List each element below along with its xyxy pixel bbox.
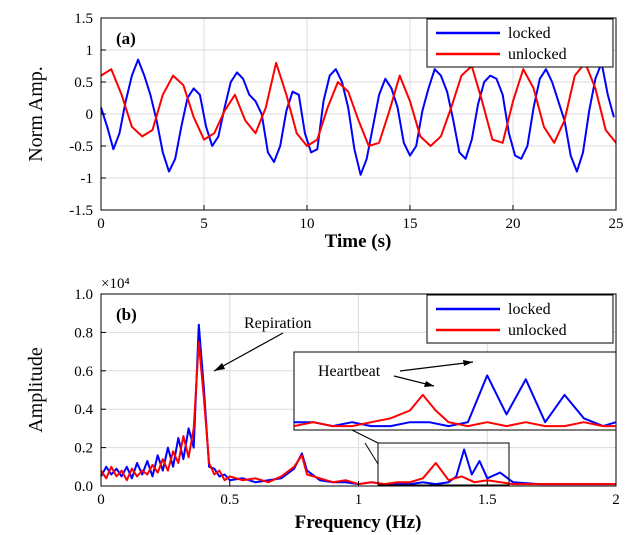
chart-b-legend-label-unlocked: unlocked <box>508 322 567 339</box>
chart-b-y-tick-label: 1.0 <box>74 287 93 303</box>
chart-b-x-tick-label: 2 <box>612 492 620 508</box>
chart-b-y-tick-label: 0.2 <box>74 441 93 457</box>
chart-b-legend: locked unlocked <box>426 294 614 344</box>
chart-b-annotation-arrow <box>213 332 284 372</box>
chart-b-x-tick-label: 1.5 <box>478 492 497 508</box>
chart-b-panel-label: (b) <box>116 305 137 324</box>
chart-a-legend-label-locked: locked <box>508 25 551 42</box>
chart-b-x-tick-label: 0.5 <box>220 492 239 508</box>
chart-a-legend-label-unlocked: unlocked <box>508 46 567 63</box>
chart-b-inset-series <box>293 374 617 428</box>
chart-a-series-line-unlocked <box>100 61 617 147</box>
chart-a-y-tick-label: -0.5 <box>69 139 93 155</box>
chart-b-y-tick-label: 0.4 <box>74 402 93 418</box>
chart-a-legend-box <box>426 18 614 68</box>
chart-a-grid <box>101 18 616 210</box>
chart-a-x-tick-label: 25 <box>609 216 624 232</box>
chart-a-y-tick-label: 1 <box>86 43 94 59</box>
chart-a-y-axis-label: Norm Amp. <box>25 66 47 162</box>
chart-a-panel-label: (a) <box>116 29 136 48</box>
chart-b-zoom-region <box>377 442 510 486</box>
chart-b-y-tick-label: 0.0 <box>74 479 93 495</box>
chart-b-inset-line-unlocked <box>293 393 616 428</box>
chart-b-annotation-respiration: Repiration <box>244 315 312 332</box>
chart-a-x-tick-label: 15 <box>403 216 418 232</box>
chart-b-legend-label-locked: locked <box>508 301 551 318</box>
chart-a-y-tick-label: 0.5 <box>74 75 93 91</box>
chart-b-y-tick-label: 0.8 <box>74 325 93 341</box>
chart-a-series-line-locked <box>100 58 615 176</box>
chart-a-y-tick-label: 0 <box>86 107 94 123</box>
chart-a-y-tick-label: -1 <box>81 171 94 187</box>
chart-a-series <box>100 58 617 176</box>
chart-b-x-tick-label: 1 <box>355 492 363 508</box>
chart-a-y-tick-label: -1.5 <box>69 203 93 219</box>
chart-b-y-exponent: ×10⁴ <box>101 276 130 292</box>
chart-b: 0 0.5 1 1.5 2 1.0 0.8 0.6 0.4 0.2 0.0 ×10⁴ (b) Fre… <box>25 276 620 533</box>
chart-b-series-line-unlocked <box>100 341 616 486</box>
chart-a-x-tick-label: 10 <box>300 216 315 232</box>
chart-b-annotation-arrowhead <box>214 363 225 371</box>
chart-a-x-tick-label: 5 <box>200 216 208 232</box>
chart-a-x-axis-label: Time (s) <box>325 231 392 252</box>
chart-b-x-axis-label: Frequency (Hz) <box>295 512 422 533</box>
chart-a-x-tick-label: 20 <box>506 216 521 232</box>
chart-b-series <box>100 323 616 486</box>
chart-b-x-tick-label: 0 <box>97 492 105 508</box>
chart-b-y-tick-label: 0.6 <box>74 364 93 380</box>
chart-b-zoom-connector <box>364 442 379 465</box>
chart-a-legend: locked unlocked <box>426 18 614 68</box>
chart-a: 0 5 10 15 20 25 1.5 1 0.5 0 -0.5 -1 -1.5 (a) Time (s… <box>25 11 624 252</box>
chart-b-legend-box <box>426 294 614 344</box>
chart-a-y-tick-label: 1.5 <box>74 11 93 27</box>
chart-b-y-axis-label: Amplitude <box>25 347 47 433</box>
chart-a-ticks: 0 5 10 15 20 25 1.5 1 0.5 0 -0.5 -1 -1.5 <box>69 11 623 232</box>
chart-b-annotation-arrowhead <box>463 360 473 366</box>
chart-b-inset-frame <box>293 351 617 431</box>
chart-b-annotation-heartbeat: Heartbeat <box>318 363 381 380</box>
chart-b-annotation-arrowhead <box>424 381 434 387</box>
chart-b-ticks: 0 0.5 1 1.5 2 1.0 0.8 0.6 0.4 0.2 0.0 <box>74 287 620 508</box>
chart-b-inset <box>293 351 617 431</box>
chart-b-series-line-locked <box>100 323 616 486</box>
chart-b-annotation-arrow <box>399 361 474 372</box>
chart-a-x-tick-label: 0 <box>97 216 105 232</box>
